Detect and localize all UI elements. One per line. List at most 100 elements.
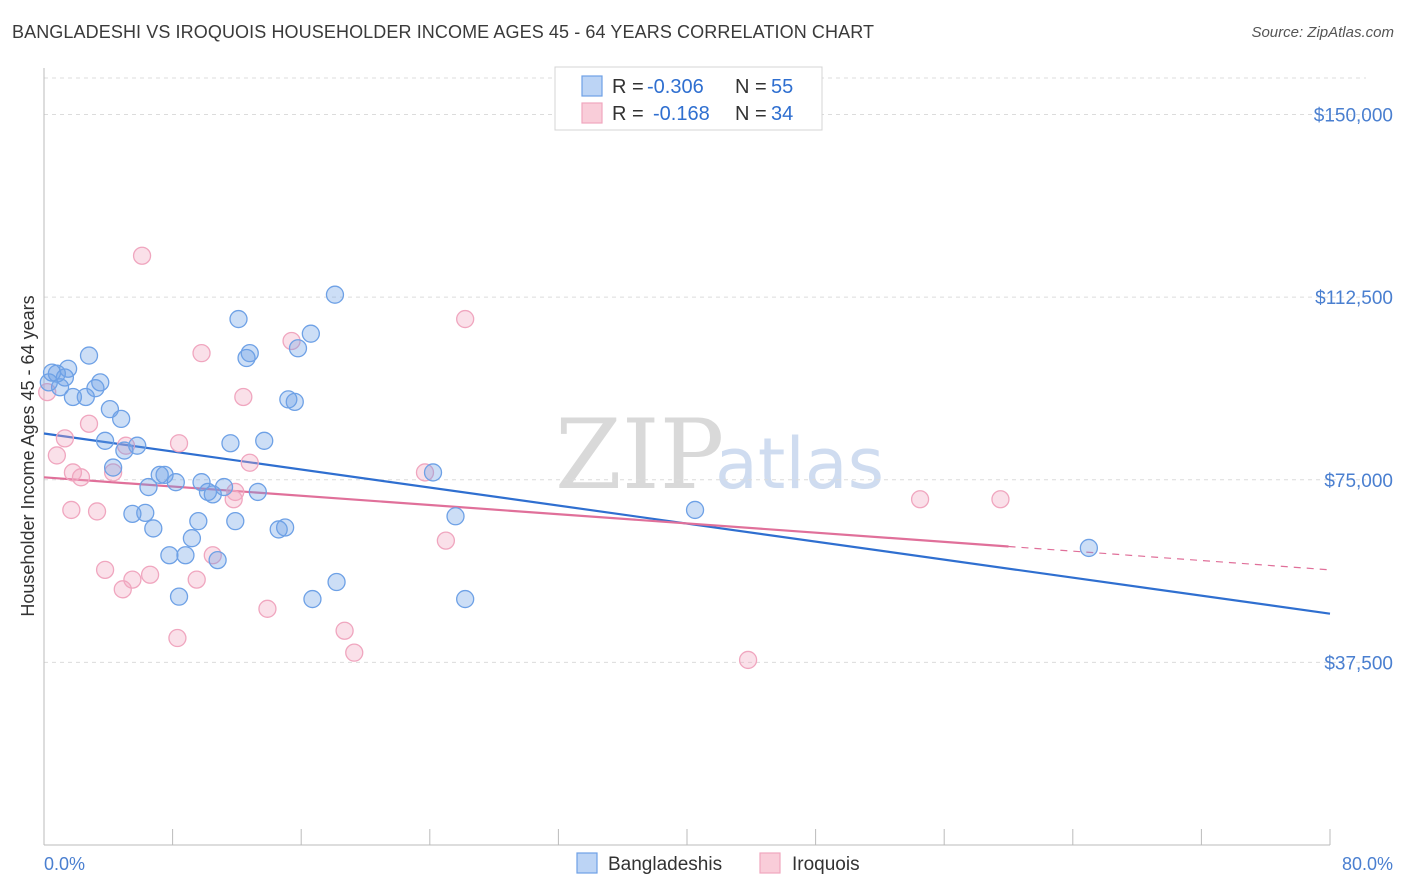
point-bangladeshis [269, 520, 288, 539]
y-tick-label: $150,000 [1314, 106, 1393, 127]
point-bangladeshis [95, 431, 115, 450]
point-iroquois [436, 531, 456, 550]
bottom-legend-label-iroquois: Iroquois [792, 854, 860, 875]
point-bangladeshis [86, 379, 105, 398]
watermark-zip: ZIP [555, 399, 724, 511]
gridlines [44, 77, 1366, 663]
point-iroquois [169, 434, 189, 453]
point-iroquois [234, 387, 253, 407]
point-bangladeshis [160, 546, 179, 565]
x-tick-label-start: 0.0% [44, 854, 85, 874]
point-iroquois [79, 414, 99, 433]
chart-source: Source: ZipAtlas.com [1251, 24, 1394, 41]
x-tick-labels: 0.0% 80.0% [44, 854, 1393, 874]
point-bangladeshis [79, 346, 99, 365]
point-bangladeshis [325, 285, 345, 304]
point-bangladeshis [50, 378, 70, 397]
legend-r-value-2: -0.168 [653, 103, 710, 125]
legend-r-value-1: -0.306 [647, 76, 704, 98]
y-tick-labels: $37,500 $75,000 $112,500 $150,000 [1314, 106, 1393, 675]
point-bangladeshis [288, 339, 308, 358]
watermark-atlas: atlas [715, 423, 884, 505]
point-bangladeshis [91, 373, 110, 392]
point-bangladeshis [182, 529, 202, 548]
point-iroquois [140, 565, 160, 584]
point-bangladeshis [423, 463, 443, 482]
point-iroquois [55, 429, 75, 448]
point-bangladeshis [208, 550, 227, 570]
point-bangladeshis [237, 348, 256, 368]
point-iroquois [335, 621, 354, 640]
point-bangladeshis [192, 473, 211, 492]
legend-n-label-2: N = [735, 103, 767, 125]
legend-r-label-1: R = [612, 76, 644, 98]
bottom-legend-swatch-bangladeshis [576, 852, 598, 874]
y-tick-label: $75,000 [1324, 471, 1393, 492]
data-points [38, 246, 1099, 670]
point-bangladeshis [221, 434, 240, 453]
correlation-legend: R = -0.306 N = 55 R = -0.168 N = 34 [554, 66, 823, 131]
point-bangladeshis [166, 473, 185, 492]
point-iroquois [345, 643, 364, 662]
legend-n-label-1: N = [735, 76, 767, 98]
point-bangladeshis [226, 512, 245, 531]
point-bangladeshis [301, 324, 320, 343]
point-iroquois [187, 570, 206, 589]
point-bangladeshis [112, 409, 131, 429]
point-iroquois [47, 446, 67, 465]
point-bangladeshis [685, 500, 705, 520]
y-tick-label: $112,500 [1315, 288, 1393, 309]
point-iroquois [103, 463, 123, 482]
bottom-legend-label-bangladeshis: Bangladeshis [608, 854, 722, 875]
chart-title: BANGLADESHI VS IROQUOIS HOUSEHOLDER INCO… [12, 22, 875, 42]
y-axis-label: Householder Income Ages 45 - 64 years [18, 295, 38, 616]
legend-r-label-2: R = [612, 103, 644, 125]
point-iroquois [224, 490, 243, 509]
point-bangladeshis [327, 572, 346, 592]
point-bangladeshis [255, 431, 274, 450]
point-iroquois [258, 599, 277, 618]
point-bangladeshis [169, 587, 189, 606]
axes [43, 68, 1331, 846]
legend-n-value-2: 34 [771, 103, 793, 125]
point-bangladeshis [139, 477, 158, 497]
point-bangladeshis [275, 518, 295, 537]
trend-line-iroquois [43, 476, 1009, 548]
point-iroquois [738, 650, 758, 670]
trend-line-iroquois-extension [1008, 545, 1331, 571]
legend-swatch-bangladeshis [581, 75, 603, 97]
point-iroquois [132, 246, 152, 265]
point-iroquois [62, 500, 81, 520]
point-iroquois [240, 453, 259, 472]
point-bangladeshis [136, 503, 155, 523]
point-bangladeshis [214, 477, 234, 497]
legend-n-value-1: 55 [771, 76, 793, 98]
point-bangladeshis [144, 519, 163, 538]
point-bangladeshis [285, 392, 304, 411]
point-iroquois [456, 309, 475, 329]
point-iroquois [123, 570, 142, 589]
point-bangladeshis [229, 309, 248, 329]
point-bangladeshis [63, 387, 83, 407]
point-bangladeshis [446, 507, 465, 526]
point-iroquois [113, 580, 132, 599]
point-bangladeshis [150, 465, 169, 485]
point-bangladeshis [58, 359, 78, 378]
y-tick-label: $37,500 [1324, 653, 1393, 674]
point-bangladeshis [123, 504, 142, 524]
point-iroquois [910, 490, 930, 509]
point-bangladeshis [248, 482, 267, 502]
point-iroquois [168, 628, 187, 648]
point-iroquois [226, 482, 245, 502]
point-iroquois [95, 560, 115, 580]
point-bangladeshis [128, 436, 147, 455]
point-bangladeshis [155, 465, 174, 485]
point-bangladeshis [1079, 538, 1099, 558]
x-tick-label-end: 80.0% [1342, 854, 1393, 874]
series-legend: Bangladeshis Iroquois [576, 852, 860, 875]
point-bangladeshis [189, 512, 208, 531]
point-bangladeshis [203, 485, 222, 504]
point-iroquois [71, 468, 91, 487]
point-bangladeshis [240, 343, 259, 363]
